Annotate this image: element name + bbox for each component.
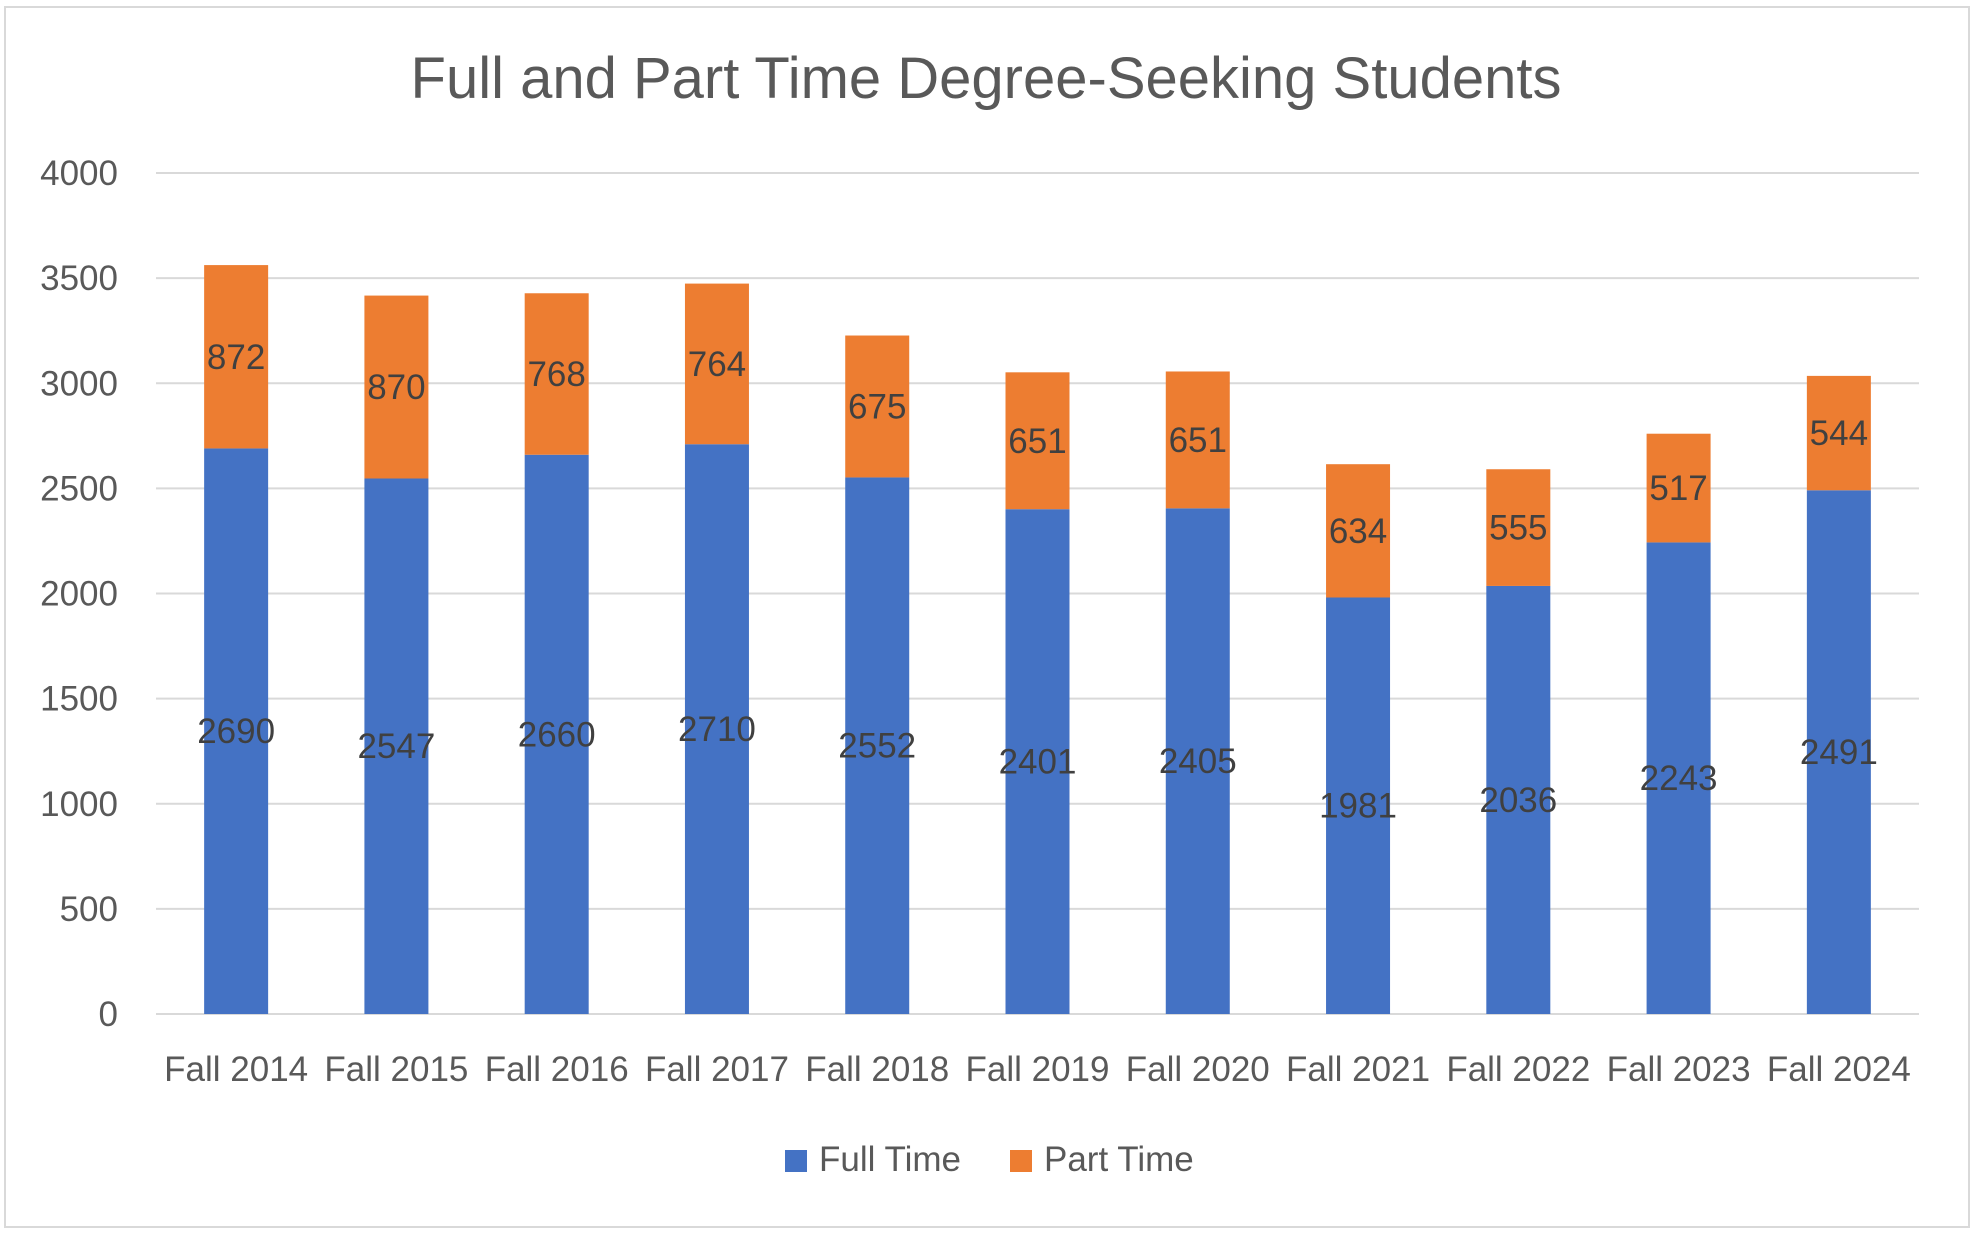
data-label: 2552 bbox=[838, 727, 916, 766]
bar-part-time bbox=[1165, 371, 1230, 509]
data-label: 2405 bbox=[1159, 742, 1237, 781]
data-label: 2710 bbox=[678, 710, 756, 749]
bar-full-time bbox=[684, 444, 749, 1014]
chart-frame bbox=[4, 6, 1970, 1228]
x-tick-label: Fall 2016 bbox=[485, 1050, 629, 1089]
data-label: 2660 bbox=[518, 715, 596, 754]
bar-full-time bbox=[1806, 490, 1871, 1015]
legend-label: Full Time bbox=[819, 1140, 961, 1179]
data-label: 2690 bbox=[197, 712, 275, 751]
bar-full-time bbox=[524, 454, 589, 1014]
bar-full-time bbox=[1646, 542, 1711, 1014]
x-tick-label: Fall 2015 bbox=[324, 1050, 468, 1089]
data-label: 634 bbox=[1329, 512, 1387, 551]
y-tick-label: 4000 bbox=[40, 154, 118, 193]
data-label: 2243 bbox=[1640, 759, 1718, 798]
data-label: 872 bbox=[207, 338, 265, 377]
legend-label: Part Time bbox=[1044, 1140, 1194, 1179]
y-tick-label: 500 bbox=[60, 890, 118, 929]
bar-part-time bbox=[845, 335, 910, 478]
legend-swatch bbox=[1010, 1150, 1032, 1172]
bar-part-time bbox=[364, 295, 429, 479]
y-tick-label: 2500 bbox=[40, 469, 118, 508]
data-label: 2547 bbox=[357, 727, 435, 766]
x-tick-label: Fall 2024 bbox=[1767, 1050, 1911, 1089]
bars: 2690 872 2547 870 2660 768 2710 764 2552 675 2401 6… bbox=[197, 265, 1878, 1015]
x-tick-label: Fall 2020 bbox=[1126, 1050, 1270, 1089]
bar-full-time bbox=[364, 478, 429, 1014]
data-label: 517 bbox=[1649, 469, 1707, 508]
x-tick-label: Fall 2014 bbox=[164, 1050, 308, 1089]
data-label: 555 bbox=[1489, 509, 1547, 548]
x-tick-label: Fall 2021 bbox=[1286, 1050, 1430, 1089]
data-label: 2401 bbox=[999, 743, 1077, 782]
bar-full-time bbox=[204, 448, 269, 1014]
bar-full-time bbox=[1165, 508, 1230, 1014]
data-label: 651 bbox=[1169, 421, 1227, 460]
y-axis: 0 500 1000 1500 2000 2500 3000 3500 4000 bbox=[40, 154, 118, 1034]
bar-part-time bbox=[1806, 375, 1871, 491]
y-tick-label: 3000 bbox=[40, 364, 118, 403]
data-label: 768 bbox=[527, 355, 585, 394]
data-label: 870 bbox=[367, 368, 425, 407]
bar-part-time bbox=[1326, 464, 1391, 598]
bar-part-time bbox=[1646, 433, 1711, 543]
data-label: 1981 bbox=[1319, 787, 1397, 826]
bar-part-time bbox=[524, 293, 589, 455]
x-tick-label: Fall 2019 bbox=[966, 1050, 1110, 1089]
bar-part-time bbox=[684, 283, 749, 445]
bar-full-time bbox=[1326, 597, 1391, 1014]
bar-full-time bbox=[1005, 509, 1070, 1014]
data-label: 675 bbox=[848, 387, 906, 426]
y-tick-label: 0 bbox=[99, 995, 118, 1034]
data-label: 544 bbox=[1810, 414, 1868, 453]
bar-full-time bbox=[1486, 585, 1551, 1014]
data-label: 651 bbox=[1008, 422, 1066, 461]
x-tick-label: Fall 2023 bbox=[1607, 1050, 1751, 1089]
legend-swatch bbox=[785, 1150, 807, 1172]
data-label: 2036 bbox=[1479, 781, 1557, 820]
x-axis: Fall 2014 Fall 2015 Fall 2016 Fall 2017 Fall… bbox=[164, 1050, 1911, 1089]
x-tick-label: Fall 2022 bbox=[1446, 1050, 1590, 1089]
y-tick-label: 3500 bbox=[40, 259, 118, 298]
bar-part-time bbox=[1486, 469, 1551, 586]
bar-part-time bbox=[1005, 372, 1070, 510]
x-tick-label: Fall 2017 bbox=[645, 1050, 789, 1089]
y-tick-label: 1500 bbox=[40, 680, 118, 719]
data-label: 764 bbox=[688, 345, 746, 384]
y-tick-label: 2000 bbox=[40, 575, 118, 614]
chart-title: Full and Part Time Degree-Seeking Studen… bbox=[411, 46, 1562, 111]
bar-part-time bbox=[204, 265, 269, 449]
bar-full-time bbox=[845, 477, 910, 1014]
data-label: 2491 bbox=[1800, 733, 1878, 772]
legend: Full Time Part Time bbox=[785, 1140, 1194, 1179]
y-tick-label: 1000 bbox=[40, 785, 118, 824]
x-tick-label: Fall 2018 bbox=[805, 1050, 949, 1089]
